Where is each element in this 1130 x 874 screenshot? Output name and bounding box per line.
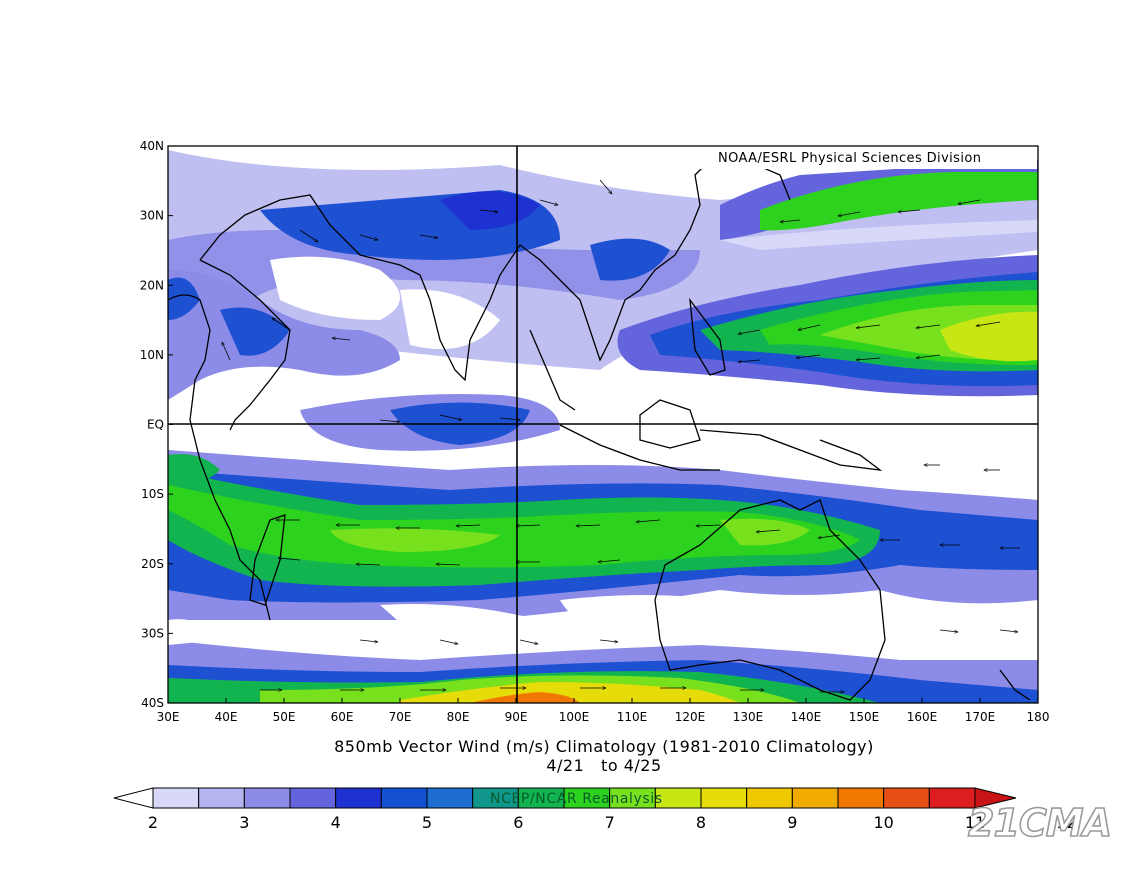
colorbar-swatch — [243, 787, 291, 809]
x-tick-label: 40E — [215, 710, 238, 724]
y-tick-label: 30N — [140, 209, 164, 223]
colorbar-swatch — [152, 787, 200, 809]
y-tick-label: 40S — [141, 696, 164, 710]
plot-area — [168, 146, 1038, 703]
colorbar-right-arrow — [974, 787, 1017, 809]
x-tick-label: 90E — [505, 710, 528, 724]
x-axis-ticks: 30E 40E 50E 60E 70E 80E 90E 100E 110E 120E 130E 140… — [157, 698, 1050, 724]
x-tick-label: 130E — [733, 710, 764, 724]
credit-text: NOAA/ESRL Physical Sciences Division — [718, 151, 981, 166]
colorbar-label: 3 — [239, 813, 249, 832]
colorbar-swatch — [883, 787, 930, 809]
colorbar-label: 10 — [873, 813, 893, 832]
y-tick-label: 20S — [141, 557, 164, 571]
colorbar-labels: 2 3 4 5 6 7 8 9 10 11 12 — [148, 813, 1077, 832]
colorbar-swatch — [791, 787, 839, 809]
x-tick-label: 100E — [559, 710, 590, 724]
y-tick-label: 40N — [140, 139, 164, 153]
colorbar-label: 8 — [696, 813, 706, 832]
y-tick-label: 10S — [141, 487, 164, 501]
colorbar-label: 7 — [605, 813, 615, 832]
colorbar — [113, 787, 1017, 809]
x-tick-label: 180 — [1027, 710, 1050, 724]
wind-speed-shading — [168, 150, 1038, 703]
reanalysis-label: NCEP/NCAR Reanalysis — [490, 791, 663, 807]
y-tick-label: 30S — [141, 626, 164, 640]
y-axis-ticks: 40N 30N 20N 10N EQ 10S 20S 30S 40S — [140, 139, 173, 710]
colorbar-swatch — [700, 787, 748, 809]
x-tick-label: 70E — [389, 710, 412, 724]
y-tick-label: EQ — [147, 418, 164, 432]
chart-title: 850mb Vector Wind (m/s) Climatology (198… — [334, 737, 874, 756]
x-tick-label: 170E — [965, 710, 996, 724]
colorbar-swatch — [198, 787, 245, 809]
colorbar-swatch — [289, 787, 337, 809]
colorbar-label: 4 — [331, 813, 341, 832]
y-tick-label: 20N — [140, 278, 164, 292]
colorbar-label: 6 — [513, 813, 523, 832]
y-tick-label: 10N — [140, 348, 164, 362]
colorbar-label: 9 — [787, 813, 797, 832]
colorbar-swatch — [837, 787, 885, 809]
x-tick-label: 80E — [447, 710, 470, 724]
x-tick-label: 110E — [617, 710, 648, 724]
colorbar-label: 5 — [422, 813, 432, 832]
coastlines — [168, 159, 1031, 701]
colorbar-swatch — [335, 787, 382, 809]
x-tick-label: 30E — [157, 710, 180, 724]
colorbar-swatch — [380, 787, 428, 809]
colorbar-label: 2 — [148, 813, 158, 832]
x-tick-label: 60E — [331, 710, 354, 724]
credit-box — [697, 147, 1037, 169]
x-tick-label: 150E — [849, 710, 880, 724]
watermark-logo: 21CMA — [968, 801, 1111, 845]
x-tick-label: 50E — [273, 710, 296, 724]
colorbar-swatch — [746, 787, 793, 809]
x-tick-label: 120E — [675, 710, 706, 724]
chart-subtitle: 4/21 to 4/25 — [546, 756, 661, 775]
x-tick-label: 140E — [791, 710, 822, 724]
wind-vectors — [221, 179, 1020, 692]
colorbar-label: 12 — [1056, 813, 1076, 832]
x-tick-label: 160E — [907, 710, 938, 724]
colorbar-left-arrow — [113, 787, 154, 809]
colorbar-label: 11 — [965, 813, 985, 832]
colorbar-swatch — [426, 787, 474, 809]
